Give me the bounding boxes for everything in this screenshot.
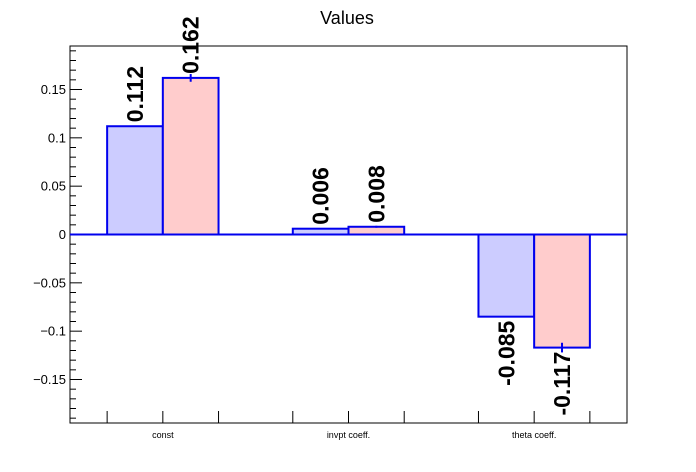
y-tick-label: −0.1 xyxy=(40,324,66,339)
bar xyxy=(477,233,536,318)
bar-value-label: 0.162 xyxy=(178,16,204,74)
y-tick-label: 0.05 xyxy=(41,179,66,194)
x-category-label: invpt coeff. xyxy=(327,430,370,440)
bar-value-label: 0.112 xyxy=(122,66,148,122)
bar-value-label: 0.006 xyxy=(308,167,334,225)
y-tick-label: 0.15 xyxy=(41,82,66,97)
chart-title: Values xyxy=(320,8,374,28)
y-tick-label: −0.05 xyxy=(33,275,66,290)
bar xyxy=(533,233,591,349)
x-category-label: const xyxy=(152,430,174,440)
y-tick-label: −0.15 xyxy=(33,372,66,387)
y-tick-label: 0 xyxy=(59,227,66,242)
x-category-label: theta coeff. xyxy=(512,430,556,440)
bar-value-label: -0.085 xyxy=(493,320,519,385)
plot-area: −0.15 −0.1 −0.05 0 0.05 0.1 0.15 const invpt coe… xyxy=(33,16,628,440)
bar-value-label: 0.008 xyxy=(363,165,389,223)
bar xyxy=(161,76,220,236)
y-tick-label: 0.1 xyxy=(48,130,66,145)
bar xyxy=(347,225,406,236)
bar xyxy=(106,125,164,236)
bar-value-label: -0.117 xyxy=(549,352,575,416)
